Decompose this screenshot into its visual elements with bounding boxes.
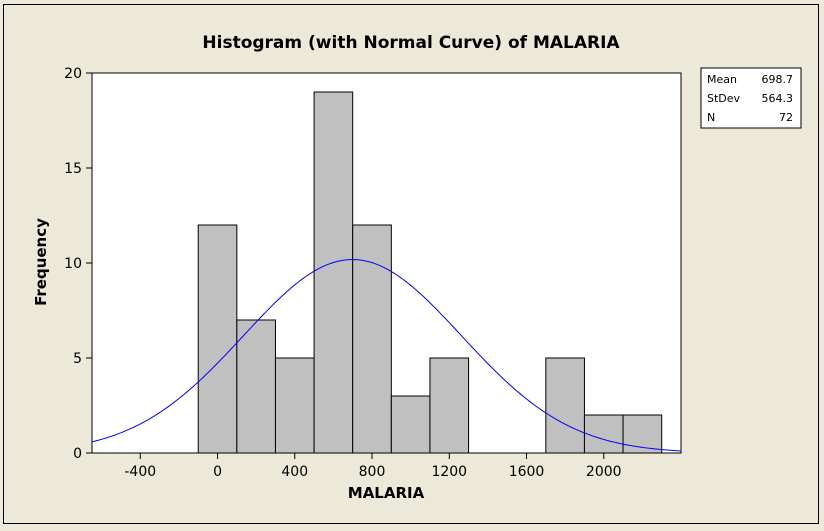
x-tick-label: 1600 (509, 464, 545, 480)
y-tick-label: 15 (64, 161, 82, 177)
y-tick-label: 20 (64, 66, 82, 82)
y-tick-label: 5 (73, 351, 82, 367)
legend-n-value: 72 (779, 111, 793, 124)
legend-stdev-label: StDev (707, 92, 741, 105)
x-tick-label: -400 (124, 464, 156, 480)
y-tick-label: 0 (73, 446, 82, 462)
histogram-bars (197, 91, 663, 454)
x-tick-label: 2000 (586, 464, 622, 480)
y-tick-label: 10 (64, 256, 82, 272)
legend-n-label: N (707, 111, 715, 124)
legend-mean-value: 698.7 (762, 73, 794, 86)
x-axis-label: MALARIA (348, 484, 425, 502)
chart-title: Histogram (with Normal Curve) of MALARIA (202, 33, 620, 53)
histogram-bar (352, 224, 392, 454)
histogram-bar (197, 224, 238, 454)
histogram-bar (622, 414, 663, 454)
legend: Mean 698.7 StDev 564.3 N 72 (700, 67, 802, 129)
legend-box (700, 67, 802, 129)
histogram-bar (313, 91, 354, 454)
y-axis-label: Frequency (32, 218, 50, 306)
histogram-bar (236, 319, 276, 454)
histogram-bar (274, 357, 315, 454)
histogram-bar (390, 395, 431, 454)
legend-stdev-value: 564.3 (762, 92, 794, 105)
x-tick-label: 1200 (431, 464, 467, 480)
normal-curve (91, 259, 682, 452)
x-tick-label: 0 (213, 464, 222, 480)
chart-border (3, 4, 819, 524)
legend-mean-label: Mean (707, 73, 737, 86)
histogram-bar (429, 357, 470, 454)
x-tick-label: 800 (359, 464, 386, 480)
histogram-bar (583, 414, 624, 454)
y-axis: 0 5 10 15 20 (64, 66, 92, 462)
histogram-bar (545, 357, 585, 454)
x-axis: -400 0 400 800 1200 1600 2000 (124, 453, 622, 480)
x-tick-label: 400 (281, 464, 308, 480)
